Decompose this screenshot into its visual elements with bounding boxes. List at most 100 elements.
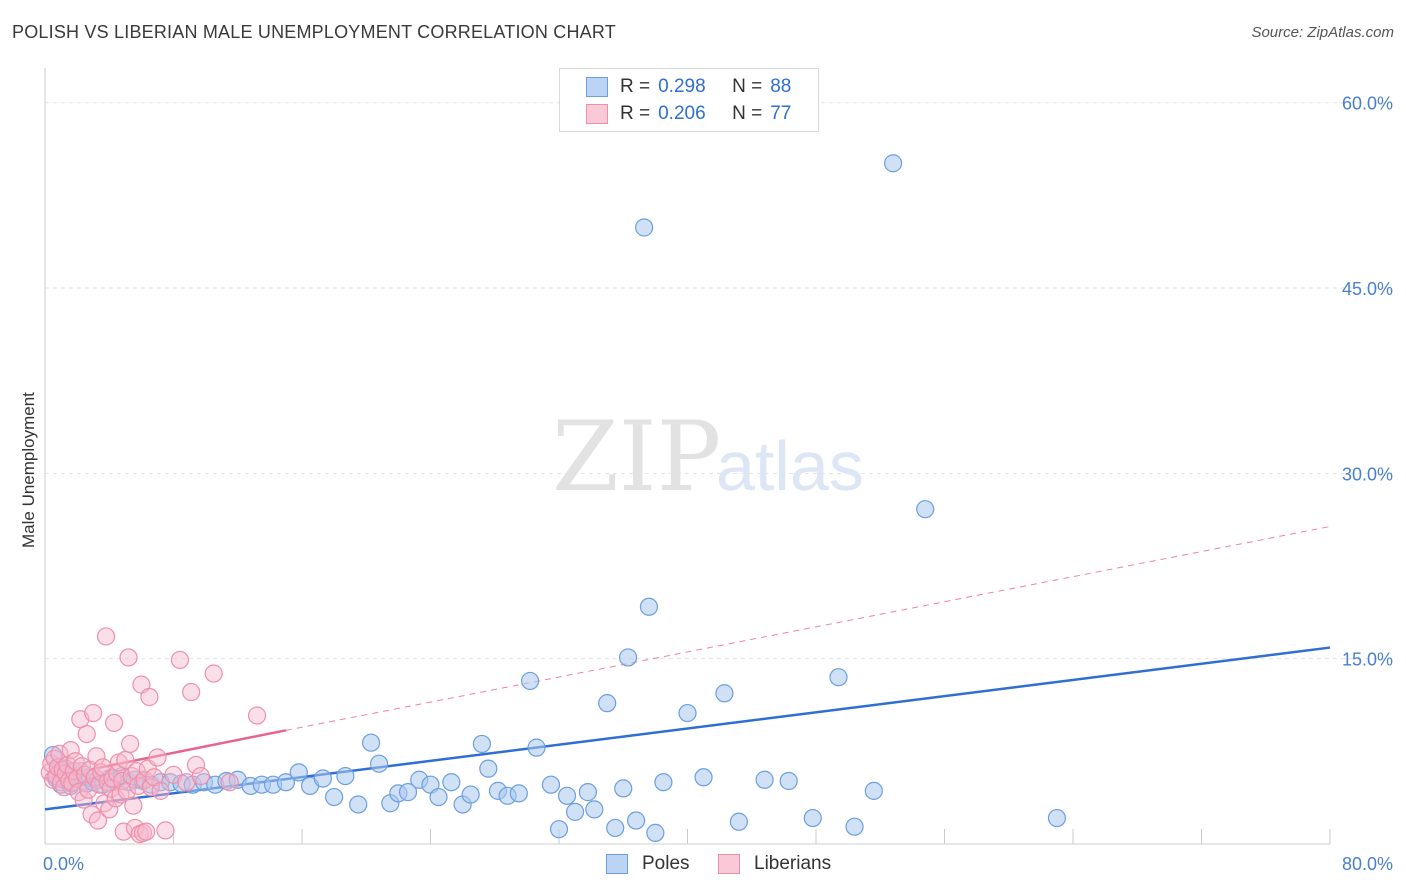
poles-point <box>325 787 344 807</box>
poles-point <box>755 770 774 789</box>
liberians-point <box>141 778 161 797</box>
liberians-n-label: N = <box>732 103 763 124</box>
liberians-point <box>220 773 239 792</box>
liberians-point <box>84 703 103 723</box>
poles-point <box>864 781 883 800</box>
poles-point <box>845 817 864 836</box>
poles-point <box>527 738 546 757</box>
y-tick-label: 15.0% <box>1342 650 1393 670</box>
watermark-atlas: atlas <box>716 427 864 505</box>
x-tick-label: 80.0% <box>1342 854 1393 874</box>
poles-point <box>461 785 480 804</box>
poles-point <box>361 733 381 752</box>
poles-point <box>479 759 498 778</box>
liberians-point <box>191 766 210 786</box>
poles-point <box>585 800 604 819</box>
tick-labels: 15.0% 30.0% 45.0% 60.0% 0.0% 80.0% <box>43 94 1393 874</box>
liberians-point <box>77 724 96 744</box>
liberians-n-value: 77 <box>770 103 792 124</box>
poles-point <box>635 218 654 237</box>
liberians-point <box>140 687 159 707</box>
watermark: ZIP atlas <box>552 401 864 513</box>
poles-point <box>598 694 617 713</box>
poles-point <box>639 597 659 616</box>
liberians-point <box>121 734 140 754</box>
poles-point <box>614 779 633 798</box>
poles-point <box>803 808 822 828</box>
legend-item-liberians: Liberians <box>718 852 831 876</box>
poles-point <box>883 154 903 173</box>
y-axis-title: Male Unemployment <box>19 392 38 548</box>
poles-legend-label: Poles <box>642 853 690 874</box>
y-tick-label: 45.0% <box>1342 279 1393 299</box>
stats-legend: R = 0.298 N = 88 R = 0.206 N = 77 <box>559 68 819 132</box>
poles-point <box>678 703 697 723</box>
poles-swatch <box>586 77 608 97</box>
poles-n-label: N = <box>732 76 763 97</box>
liberians-legend-label: Liberians <box>754 853 832 874</box>
legend-row-poles: R = 0.298 N = 88 <box>586 75 791 99</box>
poles-point <box>276 773 296 792</box>
poles-point <box>289 763 308 782</box>
liberians-point <box>137 822 156 841</box>
liberians-point <box>170 650 190 670</box>
poles-point <box>313 769 332 788</box>
liberians-r-value: 0.206 <box>658 103 706 124</box>
source-label: Source: ZipAtlas.com <box>1251 24 1394 41</box>
liberians-point <box>247 706 267 725</box>
grid-lines <box>45 102 1392 660</box>
poles-point <box>349 795 368 814</box>
poles-point <box>549 820 569 839</box>
poles-point <box>578 783 598 802</box>
poles-r-value: 0.298 <box>658 76 706 97</box>
liberians-point <box>104 713 124 733</box>
legend-item-poles: Poles <box>606 852 690 876</box>
poles-point <box>654 773 673 792</box>
poles-point <box>646 823 665 842</box>
liberians-point <box>100 800 119 819</box>
poles-point <box>336 766 355 786</box>
poles-point <box>565 802 585 821</box>
liberians-swatch <box>586 104 608 124</box>
poles-point <box>541 775 561 794</box>
poles-n-value: 88 <box>770 76 792 97</box>
poles-point <box>715 684 734 703</box>
watermark-zip: ZIP <box>552 401 721 513</box>
liberians-point <box>204 664 223 683</box>
poles-point <box>626 811 646 830</box>
legend-row-liberians: R = 0.206 N = 77 <box>586 102 791 126</box>
liberians-point <box>182 682 201 702</box>
poles-legend-swatch <box>606 854 628 874</box>
liberians-point <box>88 811 108 830</box>
chart-title: POLISH VS LIBERIAN MALE UNEMPLOYMENT COR… <box>12 22 616 42</box>
liberians-point <box>119 648 138 667</box>
liberians-point <box>124 796 143 815</box>
x-tick-label: 0.0% <box>43 854 84 874</box>
poles-point <box>398 783 418 802</box>
trend-lines <box>44 525 1331 811</box>
poles-point <box>442 773 461 792</box>
poles-point <box>916 500 935 519</box>
y-tick-label: 60.0% <box>1342 94 1393 114</box>
liberians-point <box>148 748 167 767</box>
poles-point <box>472 734 491 754</box>
poles-r-label: R = <box>620 76 651 97</box>
poles-point <box>779 771 798 791</box>
data-points <box>40 154 1067 844</box>
liberians-point <box>61 741 80 760</box>
liberians-point <box>96 627 116 646</box>
poles-point <box>429 787 448 807</box>
poles-point <box>618 648 638 667</box>
poles-point <box>509 784 528 803</box>
liberians-r-label: R = <box>620 103 651 124</box>
poles-point <box>729 812 749 831</box>
liberians-point <box>151 781 170 800</box>
liberians-point <box>156 821 175 840</box>
poles-point <box>829 668 848 687</box>
liberians-point <box>74 790 93 809</box>
liberians-legend-swatch <box>718 854 740 874</box>
y-tick-label: 30.0% <box>1342 464 1393 484</box>
poles-point <box>520 671 540 691</box>
liberians-trend-extension <box>285 525 1331 731</box>
